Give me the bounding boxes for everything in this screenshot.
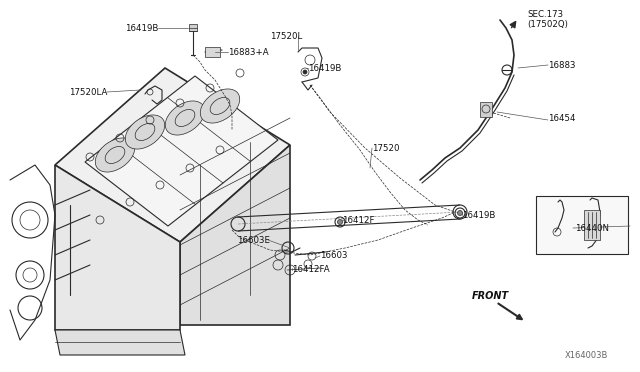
Circle shape (458, 211, 463, 215)
Text: FRONT: FRONT (472, 291, 509, 301)
Text: 16419B: 16419B (462, 211, 495, 219)
Bar (536, 196, 628, 254)
Text: 17520LA: 17520LA (68, 87, 107, 96)
Text: SEC.173: SEC.173 (527, 10, 563, 19)
Text: 16440N: 16440N (575, 224, 609, 232)
Text: 16603E: 16603E (237, 235, 270, 244)
Ellipse shape (125, 115, 164, 149)
Ellipse shape (200, 89, 240, 123)
Text: 16419B: 16419B (308, 64, 341, 73)
Text: 16454: 16454 (548, 113, 575, 122)
Text: (17502Q): (17502Q) (527, 19, 568, 29)
Bar (205, 47, 220, 57)
Polygon shape (55, 165, 180, 330)
Circle shape (337, 219, 342, 224)
Bar (189, 24, 197, 31)
Bar (584, 210, 600, 240)
Text: 17520: 17520 (372, 144, 399, 153)
Polygon shape (55, 68, 290, 242)
Text: 16412FA: 16412FA (292, 266, 330, 275)
Text: 16603: 16603 (320, 251, 348, 260)
Circle shape (303, 70, 307, 74)
Text: 16419B: 16419B (125, 23, 158, 32)
Ellipse shape (165, 101, 205, 135)
Text: 16883: 16883 (548, 61, 575, 70)
Ellipse shape (95, 138, 135, 172)
Text: 17520L: 17520L (270, 32, 302, 41)
Text: X164003B: X164003B (564, 351, 608, 360)
Polygon shape (85, 76, 278, 226)
Polygon shape (180, 145, 290, 325)
Bar (480, 102, 492, 117)
Text: 16883+A: 16883+A (228, 48, 269, 57)
Polygon shape (55, 330, 185, 355)
Text: 16412F: 16412F (342, 215, 374, 224)
